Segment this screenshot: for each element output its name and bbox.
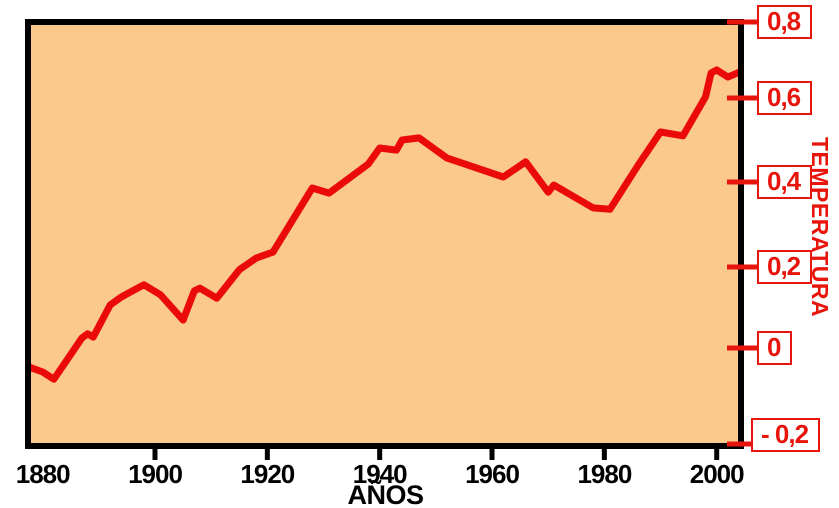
plot-area — [28, 22, 741, 446]
y-axis-title: TEMPERATURA — [807, 137, 833, 318]
y-tick-label-0,6: 0,6 — [757, 81, 813, 115]
x-tick-label-1900: 1900 — [128, 459, 183, 489]
y-tick-label-0,8: 0,8 — [757, 5, 813, 39]
y-tick-label-0: 0 — [757, 331, 793, 365]
y-tick-label-0,4: 0,4 — [757, 165, 813, 199]
x-tick-label-1980: 1980 — [577, 459, 632, 489]
y-tick-label-- 0,2: - 0,2 — [751, 418, 821, 452]
y-tick-label-0,2: 0,2 — [757, 250, 813, 284]
plot-frame — [25, 19, 744, 449]
x-axis-title: AÑOS — [347, 480, 424, 508]
x-tick-label-1920: 1920 — [240, 459, 295, 489]
temperature-line — [28, 66, 741, 383]
x-tick-label-1880: 1880 — [15, 459, 71, 489]
x-tick-label-1960: 1960 — [465, 459, 520, 489]
x-tick-label-1940: 1940 — [352, 459, 408, 489]
x-tick-label-2000: 2000 — [689, 459, 745, 489]
